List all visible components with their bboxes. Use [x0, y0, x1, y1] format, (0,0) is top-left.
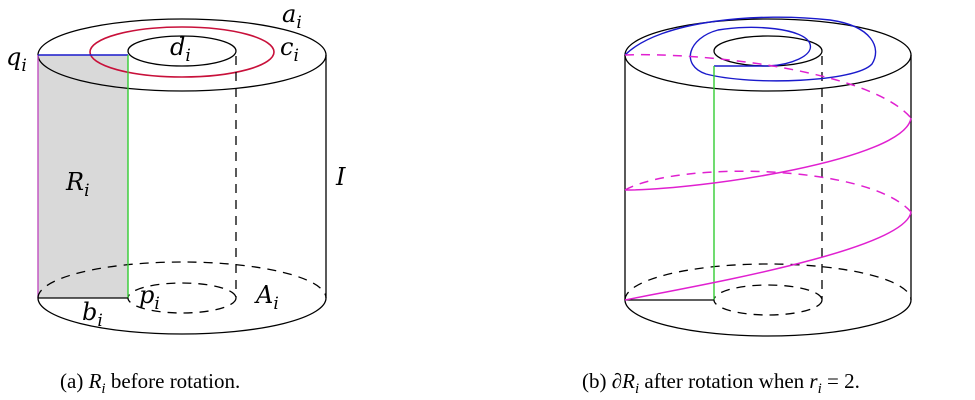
label-c: ci — [280, 33, 299, 66]
label-b: bi — [82, 298, 103, 331]
region-r-fill — [38, 55, 128, 298]
label-q: qi — [6, 43, 27, 76]
top-inner-ellipse-b — [713, 35, 823, 67]
caption-b: (b) ∂Ri after rotation when ri = 2. — [582, 369, 860, 397]
figure-b: (b) ∂Ri after rotation when ri = 2. — [582, 16, 912, 397]
helix-front-lower — [624, 211, 912, 301]
caption-a: (a) Ri before rotation. — [60, 369, 240, 397]
top-inner-ellipse — [127, 35, 237, 67]
bottom-outer-back-b — [624, 263, 912, 301]
figure-a: ai qi di ci Ri I bi pi Ai (a) Ri before … — [6, 0, 346, 397]
label-a-cap: Ai — [254, 281, 279, 314]
label-i: I — [335, 163, 346, 191]
blue-spiral — [624, 16, 877, 82]
helix-back-top — [624, 53, 912, 119]
label-a: ai — [282, 0, 302, 33]
label-d: di — [170, 33, 191, 66]
red-curve-c — [89, 26, 275, 78]
helix-back-mid — [624, 170, 912, 213]
label-p: pi — [139, 281, 160, 314]
bottom-outer-front — [37, 297, 327, 335]
label-r: Ri — [65, 168, 90, 201]
bottom-outer-back — [37, 261, 327, 299]
bottom-inner-ellipse-b — [713, 284, 823, 316]
helix-front-upper — [624, 117, 912, 191]
bottom-outer-front-b — [624, 299, 912, 337]
